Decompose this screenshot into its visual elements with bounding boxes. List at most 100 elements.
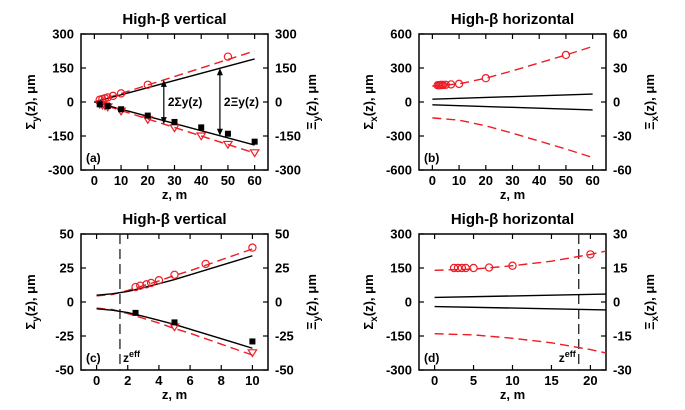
y-axis-label-left-symbol: Σ: [23, 322, 38, 330]
x-tick-label: 15: [544, 373, 558, 388]
y-axis-label-left-rest: (z), μm: [361, 274, 376, 316]
model-line-sigma: [432, 117, 593, 159]
y-axis-label-left-rest: (z), μm: [361, 74, 376, 116]
model-line-xi: [94, 58, 255, 103]
zeff-label: zeff: [123, 349, 141, 365]
data-point-circle: [143, 80, 152, 89]
arrow-head-down: [216, 128, 223, 136]
data-point-circle: [131, 282, 140, 292]
data-point-circle: [481, 73, 490, 83]
arrow-label: 2Σy(z): [168, 95, 203, 109]
y-axis-label-left-rest: (z), μm: [23, 74, 38, 116]
y-axis-label-right-sub: y: [312, 316, 323, 322]
x-tick-label: 0: [431, 373, 438, 388]
y-axis-label-left-symbol: Σ: [361, 122, 376, 130]
x-tick-label: 10: [114, 173, 128, 188]
data-point-circle: [446, 80, 456, 89]
y-axis-label-right-symbol: Ξ: [304, 322, 319, 330]
plot-area: [94, 50, 260, 158]
y-tick-label-left: -300: [386, 363, 412, 378]
data-point-square: [249, 338, 256, 345]
panel-label: (d): [424, 351, 439, 365]
data-point-circle: [116, 89, 126, 98]
zeff-label-sup: eff: [565, 349, 577, 359]
y-tick-label-right: 60: [613, 27, 627, 42]
y-tick-label-left: 600: [390, 27, 412, 42]
model-line-xi: [96, 255, 253, 296]
panel-a: High-β vertical 0 10 20 30 40 50 60 -300 -300 -150…: [23, 11, 323, 202]
plot-frame: [418, 233, 607, 371]
y-axis-label-left: Σy(z), μm: [23, 74, 42, 129]
y-axis-label-right-sub: y: [312, 116, 323, 122]
y-tick-label-left: 150: [390, 261, 412, 276]
plot-area: [432, 45, 593, 159]
data-point-circle: [586, 250, 595, 259]
x-tick-label: 8: [218, 373, 225, 388]
y-tick-label-left: 0: [405, 295, 412, 310]
x-axis-label: z, m: [162, 187, 187, 202]
y-tick-label-left: 0: [405, 95, 412, 110]
data-point-circle: [146, 278, 156, 288]
plot-area: [96, 234, 258, 370]
data-point-circle: [136, 281, 145, 290]
data-point-circle: [469, 263, 478, 273]
x-tick-label: 60: [247, 173, 261, 188]
y-axis-label-right-sub: x: [650, 116, 661, 122]
model-line-sigma: [94, 50, 255, 103]
panel-label: (a): [86, 151, 101, 165]
data-point-square: [224, 130, 231, 137]
x-tick-label: 0: [429, 173, 436, 188]
model-line-sigma: [434, 250, 606, 271]
data-point-circle: [248, 243, 257, 252]
y-tick-label-left: -300: [48, 163, 74, 178]
y-tick-label-right: 150: [275, 61, 297, 76]
y-axis-label-right: Ξx(z), μm: [642, 74, 661, 130]
data-point-circle: [103, 93, 112, 102]
y-tick-label-left: 25: [60, 261, 74, 276]
y-tick-label-left: 0: [67, 295, 74, 310]
y-tick-label-left: -150: [386, 329, 412, 344]
data-point-square: [132, 309, 139, 316]
y-axis-label-right: Ξy(z), μm: [304, 74, 323, 130]
y-axis-label-left: Σx(z), μm: [361, 274, 380, 329]
data-point-square: [251, 138, 258, 145]
zeff-label-z: z: [123, 351, 129, 365]
y-tick-label-right: 15: [613, 261, 627, 276]
chart-title: High-β vertical: [122, 11, 226, 28]
panel-label: (b): [424, 151, 439, 165]
y-tick-label-right: -30: [613, 363, 632, 378]
y-tick-label-left: 300: [390, 61, 412, 76]
x-axis-label: z, m: [162, 387, 187, 402]
y-tick-label-right: 0: [275, 95, 282, 110]
x-tick-label: 30: [505, 173, 519, 188]
y-axis-label-right-symbol: Ξ: [304, 122, 319, 130]
x-tick-label: 20: [583, 373, 597, 388]
panel-c: High-β vertical 0 2 4 6 8 10 -50 -50 -25 -25 0 0 25 25…: [23, 211, 323, 402]
y-axis-label-right-sub: x: [650, 316, 661, 322]
plot-frame: [418, 33, 607, 171]
y-axis-label-left: Σy(z), μm: [23, 274, 42, 329]
data-point-square: [171, 319, 178, 326]
plot-area: [434, 234, 606, 370]
data-point-circle: [142, 280, 151, 289]
y-tick-label-left: -25: [55, 329, 74, 344]
chart-title: High-β horizontal: [451, 211, 574, 228]
y-tick-label-left: 150: [52, 61, 74, 76]
y-tick-label-left: 0: [67, 95, 74, 110]
y-tick-label-right: 30: [613, 61, 627, 76]
data-point-square: [198, 124, 205, 131]
y-tick-label-right: -15: [613, 329, 632, 344]
y-tick-label-right: 25: [275, 261, 289, 276]
y-axis-label-right-rest: (z), μm: [642, 274, 657, 316]
x-tick-label: 40: [532, 173, 546, 188]
y-tick-label-left: -150: [48, 129, 74, 144]
y-tick-label-left: -300: [386, 129, 412, 144]
x-tick-label: 4: [155, 373, 163, 388]
data-point-triangle: [222, 140, 234, 150]
y-tick-label-right: -150: [275, 129, 301, 144]
data-point-square: [118, 106, 125, 113]
arrow-head-down: [160, 117, 167, 125]
y-tick-label-right: -50: [275, 363, 294, 378]
arrow-head-up: [216, 68, 223, 76]
x-tick-label: 5: [470, 373, 477, 388]
